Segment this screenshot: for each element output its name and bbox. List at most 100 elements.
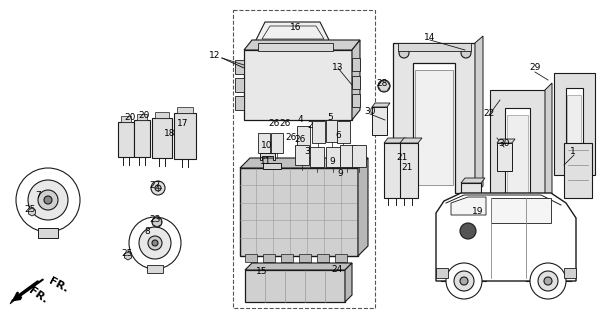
Polygon shape [10,282,38,304]
Bar [312,121,325,143]
Text: 8: 8 [144,228,150,236]
Bar [245,270,345,302]
Polygon shape [451,197,486,215]
Bar [352,145,366,167]
Bar [352,58,360,71]
Polygon shape [260,153,275,160]
Circle shape [155,185,161,191]
Bar [335,254,347,262]
Text: 1: 1 [570,148,576,156]
Text: 17: 17 [177,119,189,129]
Bar [436,268,448,278]
Bar [235,96,244,110]
Bar [235,60,244,74]
Text: 3: 3 [304,148,310,156]
Polygon shape [255,22,330,42]
Bar [564,268,576,278]
Bar [398,43,471,51]
Bar [297,126,310,148]
Circle shape [38,190,58,210]
Text: 9: 9 [329,157,335,166]
Text: 21: 21 [396,153,408,162]
Polygon shape [372,103,390,107]
Bar [137,114,147,120]
Polygon shape [490,90,545,210]
Polygon shape [28,208,36,216]
Bar [152,118,172,158]
Circle shape [151,181,165,195]
Bar [118,122,134,157]
Text: 25: 25 [24,205,36,214]
Bar [240,168,358,256]
Circle shape [446,263,482,299]
Text: 6: 6 [335,131,341,140]
Polygon shape [240,158,368,168]
Circle shape [44,196,52,204]
Circle shape [460,277,468,285]
Polygon shape [436,193,576,281]
Bar [263,163,281,169]
Text: 30: 30 [498,140,510,148]
Text: 24: 24 [331,266,343,275]
Bar [281,254,293,262]
Circle shape [460,223,476,239]
Polygon shape [497,139,515,143]
Circle shape [148,236,162,250]
Polygon shape [384,138,406,143]
Polygon shape [345,263,352,302]
Text: 23: 23 [149,215,161,225]
Bar [372,107,387,135]
Bar [507,115,528,200]
Polygon shape [358,158,368,256]
Text: 14: 14 [424,33,436,42]
Text: 22: 22 [483,108,495,117]
Circle shape [129,217,181,269]
Bar [352,94,360,107]
Circle shape [461,48,471,58]
Text: 4: 4 [297,116,303,124]
Bar [258,43,333,51]
Text: 7: 7 [35,191,41,201]
Circle shape [378,80,390,92]
Polygon shape [352,40,360,120]
Text: 21: 21 [402,164,413,172]
Text: 18: 18 [164,129,176,138]
Text: 11: 11 [260,157,272,166]
Bar [400,143,418,198]
Bar [38,228,58,238]
Text: 12: 12 [209,52,221,60]
Bar [340,145,355,167]
Circle shape [28,180,68,220]
Polygon shape [461,178,485,183]
Bar [564,143,592,198]
Circle shape [399,48,409,58]
Text: 26: 26 [279,119,291,129]
Circle shape [152,217,162,227]
Text: 29: 29 [529,63,541,73]
Text: 26: 26 [285,133,297,142]
Bar [317,254,329,262]
Polygon shape [125,252,131,260]
Bar [233,10,375,308]
Text: 10: 10 [261,141,273,150]
Bar [245,254,257,262]
Circle shape [139,227,171,259]
Bar [271,133,283,153]
Bar [415,70,453,185]
Bar [352,76,360,89]
Bar [235,78,244,92]
Bar [295,145,309,165]
Polygon shape [244,40,360,50]
Bar [337,121,350,143]
Polygon shape [378,81,390,91]
Bar [491,198,551,223]
Polygon shape [245,263,352,270]
Bar [497,143,512,171]
Text: 16: 16 [290,22,302,31]
Text: 20: 20 [124,114,135,123]
Text: FR.: FR. [47,276,70,294]
Polygon shape [545,83,552,210]
Bar [263,254,275,262]
Polygon shape [475,36,483,193]
Bar [155,112,169,118]
